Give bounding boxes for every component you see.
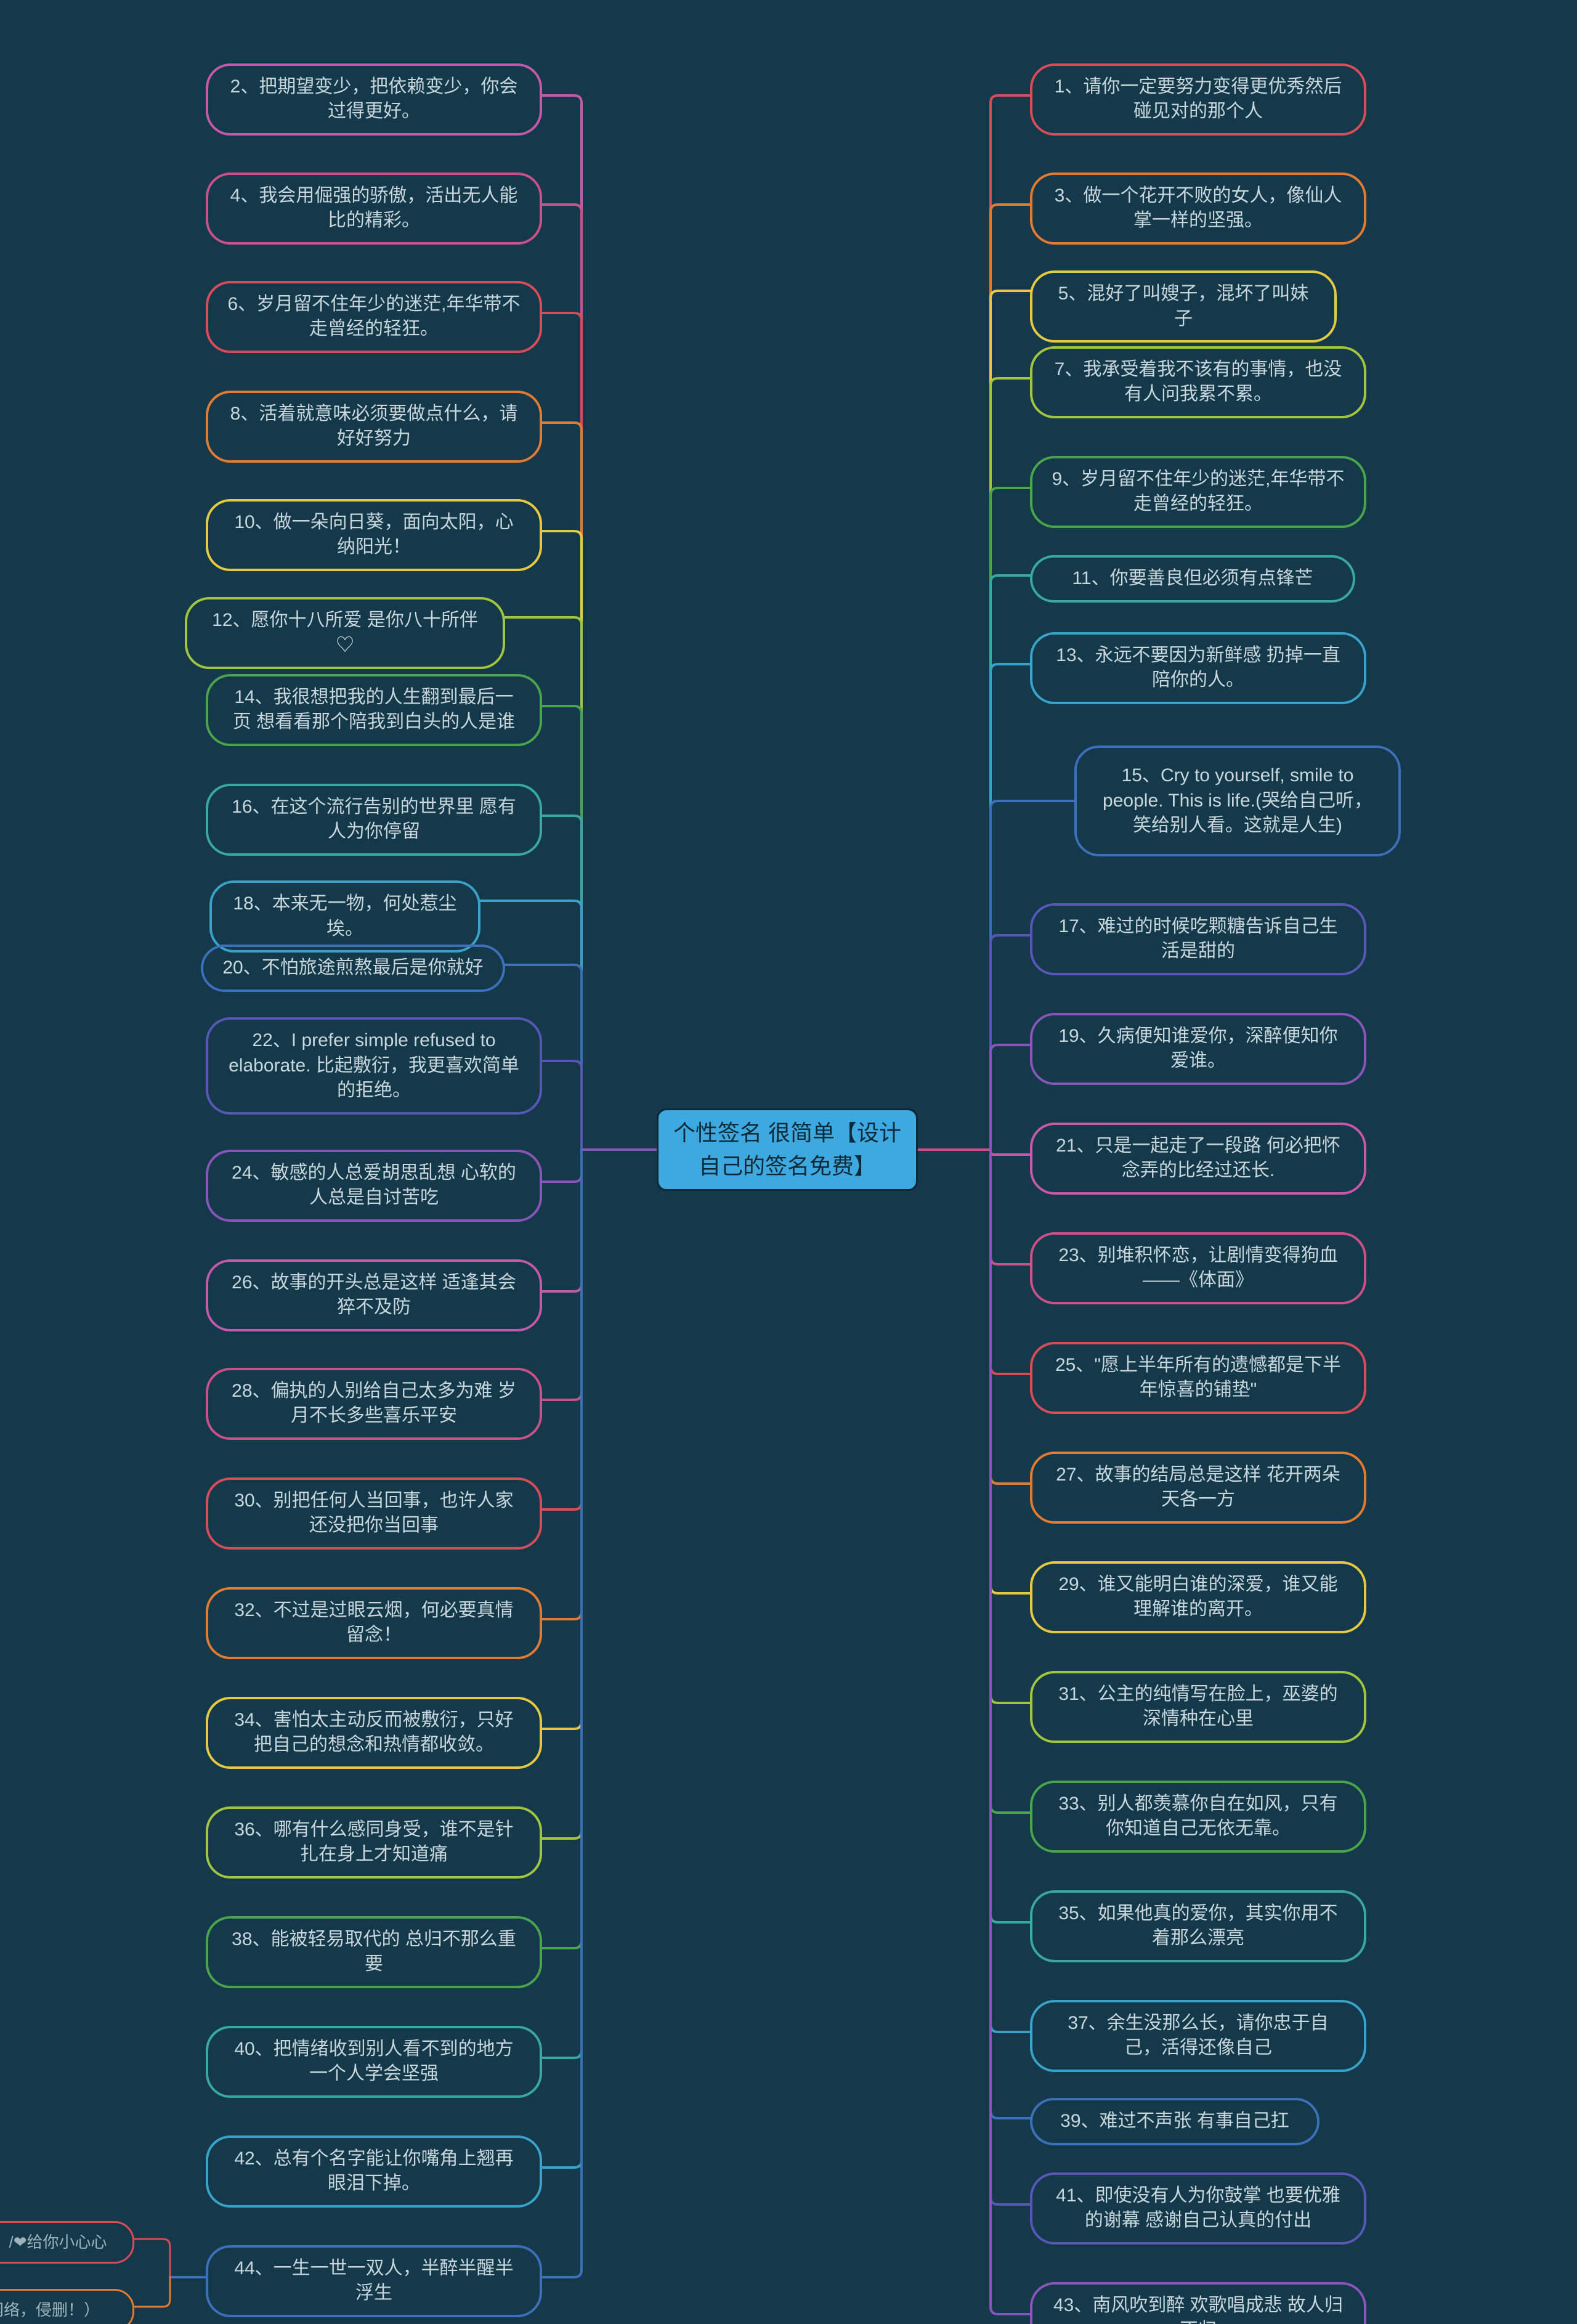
center-label: 个性签名 很简单【设计自己的签名免费】 [672,1116,902,1183]
branch-node-right: 11、你要善良但必须有点锋芒 [1030,555,1355,603]
branch-node-right: 39、难过不声张 有事自己扛 [1030,2098,1320,2145]
branch-label: 16、在这个流行告别的世界里 愿有人为你停留 [227,795,521,845]
branch-node-right: 25、"愿上半年所有的遗憾都是下半年惊喜的铺垫" [1030,1342,1366,1414]
branch-node-left: 30、别把任何人当回事，也许人家还没把你当回事 [206,1477,542,1550]
branch-node-right: 21、只是一起走了一段路 何必把怀念弄的比经过还长. [1030,1123,1366,1195]
sub-label: （部分图文来自网络，侵删！） [0,2299,100,2321]
mindmap-container: 个性签名 很简单【设计自己的签名免费】 1、请你一定要努力变得更优秀然后碰见对的那… [0,0,1577,2324]
branch-label: 5、混好了叫嫂子，混坏了叫妹子 [1051,282,1316,331]
branch-label: 32、不过是过眼云烟，何必要真情留念！ [227,1598,521,1648]
branch-node-right: 9、岁月留不住年少的迷茫,年华带不走曾经的轻狂。 [1030,456,1366,528]
branch-label: 36、哪有什么感同身受，谁不是针扎在身上才知道痛 [227,1818,521,1867]
branch-node-left: 24、敏感的人总爱胡思乱想 心软的人总是自讨苦吃 [206,1150,542,1222]
branch-node-right: 41、即使没有人为你鼓掌 也要优雅的谢幕 感谢自己认真的付出 [1030,2172,1366,2245]
branch-label: 12、愿你十八所爱 是你八十所伴♡ [206,608,484,658]
branch-label: 42、总有个名字能让你嘴角上翘再眼泪下掉。 [227,2147,521,2196]
branch-label: 6、岁月留不住年少的迷茫,年华带不走曾经的轻狂。 [227,292,521,342]
branch-label: 21、只是一起走了一段路 何必把怀念弄的比经过还长. [1051,1134,1345,1184]
branch-label: 10、做一朵向日葵，面向太阳，心纳阳光！ [227,510,521,560]
branch-label: 3、做一个花开不败的女人，像仙人掌一样的坚强。 [1051,184,1345,234]
branch-label: 25、"愿上半年所有的遗憾都是下半年惊喜的铺垫" [1051,1353,1345,1403]
sub-label: 你喜欢哪一句？（≧∇≦）/❤给你小心心 [0,2232,107,2253]
branch-label: 39、难过不声张 有事自己扛 [1060,2109,1289,2134]
branch-node-right: 17、难过的时候吃颗糖告诉自己生活是甜的 [1030,903,1366,975]
branch-label: 20、不怕旅途煎熬最后是你就好 [222,956,483,981]
branch-node-left: 32、不过是过眼云烟，何必要真情留念！ [206,1587,542,1659]
branch-label: 28、偏执的人别给自己太多为难 岁月不长多些喜乐平安 [227,1379,521,1429]
branch-label: 40、把情绪收到别人看不到的地方 一个人学会坚强 [227,2037,521,2087]
branch-node-left: 16、在这个流行告别的世界里 愿有人为你停留 [206,784,542,856]
branch-label: 18、本来无一物，何处惹尘埃。 [230,892,460,941]
branch-label: 34、害怕太主动反而被敷衍，只好把自己的想念和热情都收敛。 [227,1708,521,1758]
branch-node-left: 28、偏执的人别给自己太多为难 岁月不长多些喜乐平安 [206,1368,542,1440]
branch-node-right: 15、Cry to yourself, smile to people. Thi… [1074,746,1401,856]
branch-label: 23、别堆积怀恋，让剧情变得狗血——《体面》 [1051,1243,1345,1293]
branch-node-right: 13、永远不要因为新鲜感 扔掉一直陪你的人。 [1030,632,1366,704]
branch-label: 17、难过的时候吃颗糖告诉自己生活是甜的 [1051,914,1345,964]
branch-label: 31、公主的纯情写在脸上，巫婆的深情种在心里 [1051,1682,1345,1732]
branch-node-right: 31、公主的纯情写在脸上，巫婆的深情种在心里 [1030,1671,1366,1743]
sub-node: （部分图文来自网络，侵删！） [0,2289,134,2324]
branch-node-right: 23、别堆积怀恋，让剧情变得狗血——《体面》 [1030,1232,1366,1304]
sub-node: 你喜欢哪一句？（≧∇≦）/❤给你小心心 [0,2221,134,2264]
branch-node-right: 5、混好了叫嫂子，混坏了叫妹子 [1030,270,1337,343]
branch-label: 4、我会用倔强的骄傲，活出无人能比的精彩。 [227,184,521,234]
branch-node-left: 42、总有个名字能让你嘴角上翘再眼泪下掉。 [206,2135,542,2208]
branch-node-left: 38、能被轻易取代的 总归不那么重要 [206,1916,542,1988]
branch-label: 14、我很想把我的人生翻到最后一页 想看看那个陪我到白头的人是谁 [227,685,521,735]
branch-label: 1、请你一定要努力变得更优秀然后碰见对的那个人 [1051,75,1345,124]
branch-node-left: 20、不怕旅途煎熬最后是你就好 [201,945,505,992]
branch-node-left: 12、愿你十八所爱 是你八十所伴♡ [185,597,505,669]
branch-label: 29、谁又能明白谁的深爱，谁又能理解谁的离开。 [1051,1572,1345,1622]
branch-label: 33、别人都羡慕你自在如风，只有你知道自己无依无靠。 [1051,1792,1345,1842]
branch-node-left: 2、把期望变少，把依赖变少，你会过得更好。 [206,63,542,136]
branch-label: 11、你要善良但必须有点锋芒 [1072,566,1313,591]
branch-node-left: 10、做一朵向日葵，面向太阳，心纳阳光！ [206,499,542,571]
branch-label: 35、如果他真的爱你，其实你用不着那么漂亮 [1051,1901,1345,1951]
branch-label: 43、南风吹到醉 欢歌唱成悲 故人归不归 [1051,2293,1345,2324]
branch-node-left: 40、把情绪收到别人看不到的地方 一个人学会坚强 [206,2026,542,2098]
branch-node-left: 36、哪有什么感同身受，谁不是针扎在身上才知道痛 [206,1806,542,1879]
branch-label: 7、我承受着我不该有的事情，也没有人问我累不累。 [1051,357,1345,407]
branch-node-right: 7、我承受着我不该有的事情，也没有人问我累不累。 [1030,346,1366,418]
branch-label: 44、一生一世一双人，半醉半醒半浮生 [227,2256,521,2306]
branch-label: 22、I prefer simple refused to elaborate.… [227,1028,521,1103]
branch-node-left: 6、岁月留不住年少的迷茫,年华带不走曾经的轻狂。 [206,281,542,353]
branch-node-left: 18、本来无一物，何处惹尘埃。 [209,880,480,953]
branch-label: 41、即使没有人为你鼓掌 也要优雅的谢幕 感谢自己认真的付出 [1051,2184,1345,2233]
branch-label: 26、故事的开头总是这样 适逢其会 猝不及防 [227,1270,521,1320]
branch-label: 27、故事的结局总是这样 花开两朵 天各一方 [1051,1463,1345,1513]
branch-node-left: 4、我会用倔强的骄傲，活出无人能比的精彩。 [206,173,542,245]
branch-node-right: 19、久病便知谁爱你，深醉便知你爱谁。 [1030,1013,1366,1085]
branch-label: 2、把期望变少，把依赖变少，你会过得更好。 [227,75,521,124]
branch-node-right: 1、请你一定要努力变得更优秀然后碰见对的那个人 [1030,63,1366,136]
branch-node-left: 26、故事的开头总是这样 适逢其会 猝不及防 [206,1259,542,1331]
branch-node-left: 8、活着就意味必须要做点什么，请好好努力 [206,391,542,463]
branch-node-left: 22、I prefer simple refused to elaborate.… [206,1017,542,1115]
branch-node-left: 44、一生一世一双人，半醉半醒半浮生 [206,2245,542,2317]
branch-node-right: 3、做一个花开不败的女人，像仙人掌一样的坚强。 [1030,173,1366,245]
branch-label: 15、Cry to yourself, smile to people. Thi… [1095,763,1380,839]
branch-label: 37、余生没那么长，请你忠于自己，活得还像自己 [1051,2011,1345,2061]
branch-node-right: 37、余生没那么长，请你忠于自己，活得还像自己 [1030,2000,1366,2072]
branch-node-left: 14、我很想把我的人生翻到最后一页 想看看那个陪我到白头的人是谁 [206,674,542,746]
branch-node-right: 33、别人都羡慕你自在如风，只有你知道自己无依无靠。 [1030,1781,1366,1853]
branch-node-right: 35、如果他真的爱你，其实你用不着那么漂亮 [1030,1890,1366,1962]
branch-label: 8、活着就意味必须要做点什么，请好好努力 [227,402,521,452]
branch-node-right: 27、故事的结局总是这样 花开两朵 天各一方 [1030,1452,1366,1524]
branch-label: 30、别把任何人当回事，也许人家还没把你当回事 [227,1489,521,1538]
branch-label: 38、能被轻易取代的 总归不那么重要 [227,1927,521,1977]
branch-node-right: 43、南风吹到醉 欢歌唱成悲 故人归不归 [1030,2282,1366,2324]
branch-label: 13、永远不要因为新鲜感 扔掉一直陪你的人。 [1051,643,1345,693]
center-node: 个性签名 很简单【设计自己的签名免费】 [657,1108,918,1191]
branch-label: 9、岁月留不住年少的迷茫,年华带不走曾经的轻狂。 [1051,467,1345,517]
branch-node-left: 34、害怕太主动反而被敷衍，只好把自己的想念和热情都收敛。 [206,1697,542,1769]
branch-label: 19、久病便知谁爱你，深醉便知你爱谁。 [1051,1024,1345,1074]
branch-node-right: 29、谁又能明白谁的深爱，谁又能理解谁的离开。 [1030,1561,1366,1633]
branch-label: 24、敏感的人总爱胡思乱想 心软的人总是自讨苦吃 [227,1161,521,1211]
